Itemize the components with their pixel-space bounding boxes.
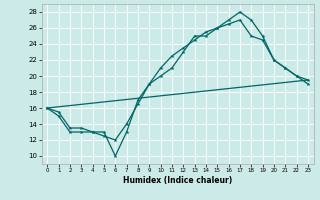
X-axis label: Humidex (Indice chaleur): Humidex (Indice chaleur) bbox=[123, 176, 232, 185]
